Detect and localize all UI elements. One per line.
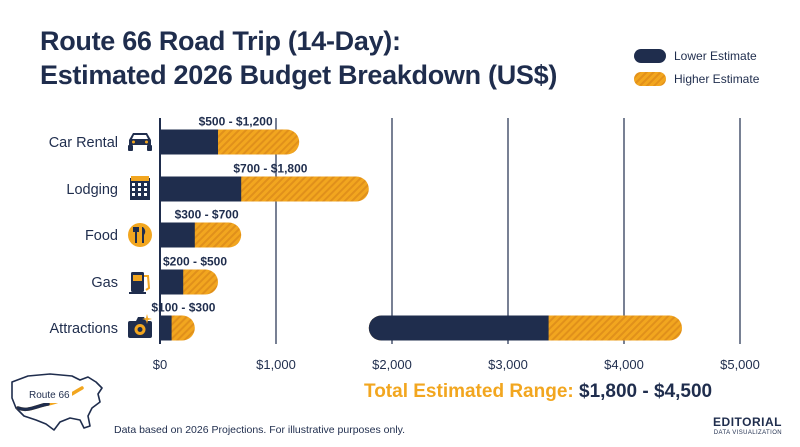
motel-window: [138, 193, 141, 196]
bar-lower-1: [160, 176, 242, 202]
car-light: [145, 140, 148, 144]
motel-window: [138, 188, 141, 191]
car-light: [132, 140, 135, 144]
bar-range-label: $200 - $500: [163, 255, 227, 269]
legend-item-lower: Lower Estimate: [634, 46, 759, 66]
total-range-value: $1,800 - $4,500: [579, 381, 713, 402]
legend-swatch-higher: [634, 72, 666, 86]
bar-range-label: $500 - $1,200: [199, 115, 273, 129]
category-label: Lodging: [66, 182, 118, 198]
fork: [135, 227, 137, 243]
camera-icon: [128, 314, 152, 338]
title-line-2: Estimated 2026 Budget Breakdown (US$): [40, 60, 558, 90]
usa-map-icon: [11, 373, 103, 431]
bar-range-label: $700 - $1,800: [233, 162, 307, 176]
car-wheel: [147, 145, 152, 151]
brand-sub: DATA VISUALIZATION: [713, 430, 782, 436]
x-tick-label: $2,000: [372, 357, 412, 372]
pump-base: [129, 292, 146, 294]
motel-window: [132, 188, 135, 191]
x-tick-label: $4,000: [604, 357, 644, 372]
category-label: Gas: [91, 275, 118, 291]
knife: [142, 227, 146, 243]
car-window: [132, 135, 148, 139]
route-66-map: Route 66: [6, 364, 110, 440]
total-range-label: Total Estimated Range:: [364, 381, 574, 402]
bar-range-label: $100 - $300: [151, 301, 215, 315]
category-label: Food: [85, 228, 118, 244]
food-plate: [128, 223, 152, 247]
bar-lower-total: [368, 315, 549, 341]
bar-lower-3: [160, 269, 184, 295]
motel-window: [144, 193, 147, 196]
bar-lower-4: [160, 315, 172, 341]
legend-item-higher: Higher Estimate: [634, 69, 759, 89]
motel-window: [138, 183, 141, 186]
x-tick-label: $3,000: [488, 357, 528, 372]
legend: Lower Estimate Higher Estimate: [634, 46, 759, 92]
footnote: Data based on 2026 Projections. For illu…: [114, 424, 406, 436]
map-route-label: Route 66: [29, 390, 70, 401]
x-tick-label: $1,000: [256, 357, 296, 372]
x-tick-label: $0: [153, 357, 167, 372]
camera-sparkle: [142, 314, 152, 324]
car-icon: [128, 133, 152, 151]
car-wheel: [128, 145, 133, 151]
title-line-1: Route 66 Road Trip (14-Day):: [40, 26, 401, 56]
motel-window: [132, 193, 135, 196]
category-label: Attractions: [50, 321, 119, 337]
motel-icon: [130, 176, 150, 200]
legend-label-lower: Lower Estimate: [674, 49, 757, 63]
legend-swatch-lower: [634, 49, 666, 63]
brand-main: EDITORIAL: [713, 415, 782, 429]
x-tick-label: $5,000: [720, 357, 760, 372]
chart-title: Route 66 Road Trip (14-Day): Estimated 2…: [40, 24, 630, 92]
motel-window: [144, 183, 147, 186]
camera-lens-inner: [137, 327, 143, 332]
motel-window: [144, 188, 147, 191]
food-icon: [128, 223, 152, 247]
legend-label-higher: Higher Estimate: [674, 72, 760, 86]
category-label: Car Rental: [49, 135, 118, 151]
motel-sign: [131, 176, 149, 181]
pump-hose: [144, 275, 151, 291]
bar-lower-0: [160, 129, 218, 155]
brand-logo: EDITORIAL DATA VISUALIZATION: [713, 416, 782, 436]
fork-tines: [133, 227, 139, 232]
total-range: Total Estimated Range: $1,800 - $4,500: [364, 381, 712, 403]
bar-range-label: $300 - $700: [175, 208, 239, 222]
camera-top: [136, 317, 146, 321]
gas-pump-icon: [129, 272, 151, 294]
bar-lower-2: [160, 222, 195, 248]
pump-display: [133, 275, 142, 281]
motel-window: [132, 183, 135, 186]
